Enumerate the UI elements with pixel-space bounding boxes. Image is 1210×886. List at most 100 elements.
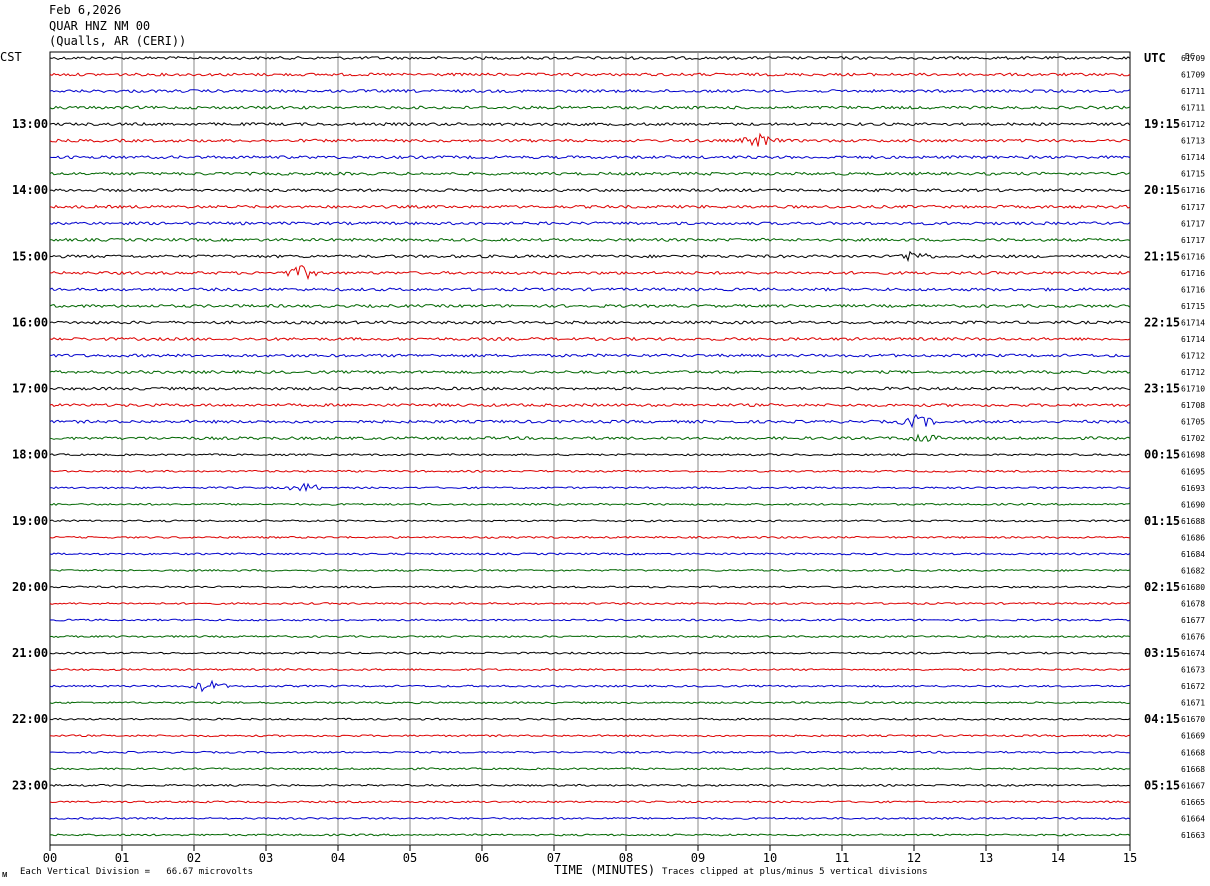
dc-offset-label: 61716 [1181, 269, 1205, 278]
seismic-trace [49, 336, 1131, 342]
dc-offset-label: 61714 [1181, 153, 1205, 162]
seismic-trace [49, 635, 1131, 639]
dc-offset-label: 61713 [1181, 137, 1205, 146]
cst-hour-label: 15:00 [12, 249, 48, 263]
seismic-trace [49, 750, 1131, 754]
dc-offset-label: 61711 [1181, 104, 1205, 113]
cst-hour-label: 20:00 [12, 580, 48, 594]
dc-offset-label: 61714 [1181, 318, 1205, 327]
dc-offset-label: 61672 [1181, 682, 1205, 691]
seismic-trace [49, 833, 1131, 837]
seismic-trace [49, 221, 1131, 226]
scale-note: Each Vertical Division = 66.67 microvolt… [20, 867, 253, 877]
dc-offset-label: 61684 [1181, 550, 1205, 559]
dc-offset-label: 61673 [1181, 666, 1205, 675]
seismic-trace [49, 453, 1131, 457]
dc-offset-label: 61717 [1181, 219, 1205, 228]
utc-hour-label: 20:15 [1144, 183, 1180, 197]
dc-offset-label: 61668 [1181, 748, 1205, 757]
utc-hour-label: 02:15 [1144, 580, 1180, 594]
seismic-trace [50, 237, 1131, 242]
dc-axis-label: DC [1185, 52, 1195, 61]
seismic-trace [49, 816, 1131, 820]
x-tick-label: 12 [907, 851, 921, 865]
utc-hour-label: 04:15 [1144, 712, 1180, 726]
x-tick-label: 14 [1051, 851, 1065, 865]
seismic-trace [49, 601, 1131, 605]
seismic-trace [49, 72, 1131, 77]
cst-hour-label: 13:00 [12, 117, 48, 131]
dc-offset-label: 61709 [1181, 71, 1205, 80]
x-tick-label: 00 [43, 851, 57, 865]
seismic-trace [49, 303, 1131, 309]
cst-hour-label: 22:00 [12, 712, 48, 726]
dc-offset-label: 61711 [1181, 87, 1205, 96]
seismic-trace [49, 535, 1131, 539]
dc-offset-label: 61676 [1181, 633, 1205, 642]
dc-offset-label: 61709 [1181, 54, 1205, 63]
cst-hour-label: 17:00 [12, 382, 48, 396]
dc-offset-label: 61686 [1181, 533, 1205, 542]
seismic-trace [49, 121, 1131, 127]
dc-offset-label: 61668 [1181, 765, 1205, 774]
cst-hour-label: 16:00 [12, 315, 48, 329]
dc-offset-label: 61667 [1181, 781, 1205, 790]
dc-offset-label: 61688 [1181, 517, 1205, 526]
seismic-trace [49, 519, 1131, 523]
seismic-trace [49, 353, 1131, 358]
seismic-trace [49, 469, 1131, 473]
dc-offset-label: 61674 [1181, 649, 1205, 658]
x-tick-label: 01 [115, 851, 129, 865]
utc-hour-label: 22:15 [1144, 315, 1180, 329]
dc-offset-label: 61671 [1181, 699, 1205, 708]
date-label: Feb 6,2026 [49, 3, 122, 17]
cst-hour-label: 23:00 [12, 778, 48, 792]
dc-offset-label: 61665 [1181, 798, 1205, 807]
cst-hour-label: 19:00 [12, 514, 48, 528]
dc-offset-label: 61715 [1181, 170, 1205, 179]
seismic-trace [49, 502, 1131, 506]
seismic-trace [49, 320, 1131, 325]
x-tick-label: 10 [763, 851, 777, 865]
dc-offset-label: 61714 [1181, 335, 1205, 344]
dc-offset-label: 61712 [1181, 368, 1205, 377]
seismic-trace [49, 413, 1131, 429]
utc-hour-label: 21:15 [1144, 249, 1180, 263]
cst-hour-label: 14:00 [12, 183, 48, 197]
dc-offset-label: 61715 [1181, 302, 1205, 311]
dc-offset-label: 61669 [1181, 732, 1205, 741]
dc-offset-label: 61670 [1181, 715, 1205, 724]
dc-offset-label: 61708 [1181, 401, 1205, 410]
x-tick-label: 07 [547, 851, 561, 865]
x-tick-label: 03 [259, 851, 273, 865]
dc-offset-label: 61712 [1181, 352, 1205, 361]
dc-offset-label: 61712 [1181, 120, 1205, 129]
dc-offset-label: 61702 [1181, 434, 1205, 443]
x-tick-label: 05 [403, 851, 417, 865]
x-tick-label: 09 [691, 851, 705, 865]
dc-offset-label: 61678 [1181, 599, 1205, 608]
seismic-trace [49, 369, 1131, 375]
cst-hour-label: 18:00 [12, 448, 48, 462]
seismic-trace [49, 717, 1131, 721]
plot-frame [49, 51, 1131, 846]
dc-offset-label: 61717 [1181, 236, 1205, 245]
seismic-trace [49, 403, 1131, 408]
utc-hour-label: 23:15 [1144, 382, 1180, 396]
seismic-trace [49, 552, 1131, 556]
dc-offset-label: 61710 [1181, 385, 1205, 394]
seismic-trace [49, 734, 1131, 738]
seismic-trace [49, 188, 1131, 193]
seismic-trace [49, 105, 1131, 110]
dc-offset-label: 61705 [1181, 418, 1205, 427]
seismic-trace [49, 767, 1131, 771]
utc-hour-label: UTC [1144, 51, 1166, 65]
utc-hour-label: 05:15 [1144, 778, 1180, 792]
utc-hour-label: 01:15 [1144, 514, 1180, 528]
seismic-trace [49, 679, 1131, 693]
dc-offset-label: 61716 [1181, 285, 1205, 294]
dc-offset-label: 61663 [1181, 831, 1205, 840]
utc-hour-label: 19:15 [1144, 117, 1180, 131]
seismic-trace [49, 250, 1131, 263]
dc-offset-label: 61695 [1181, 467, 1205, 476]
